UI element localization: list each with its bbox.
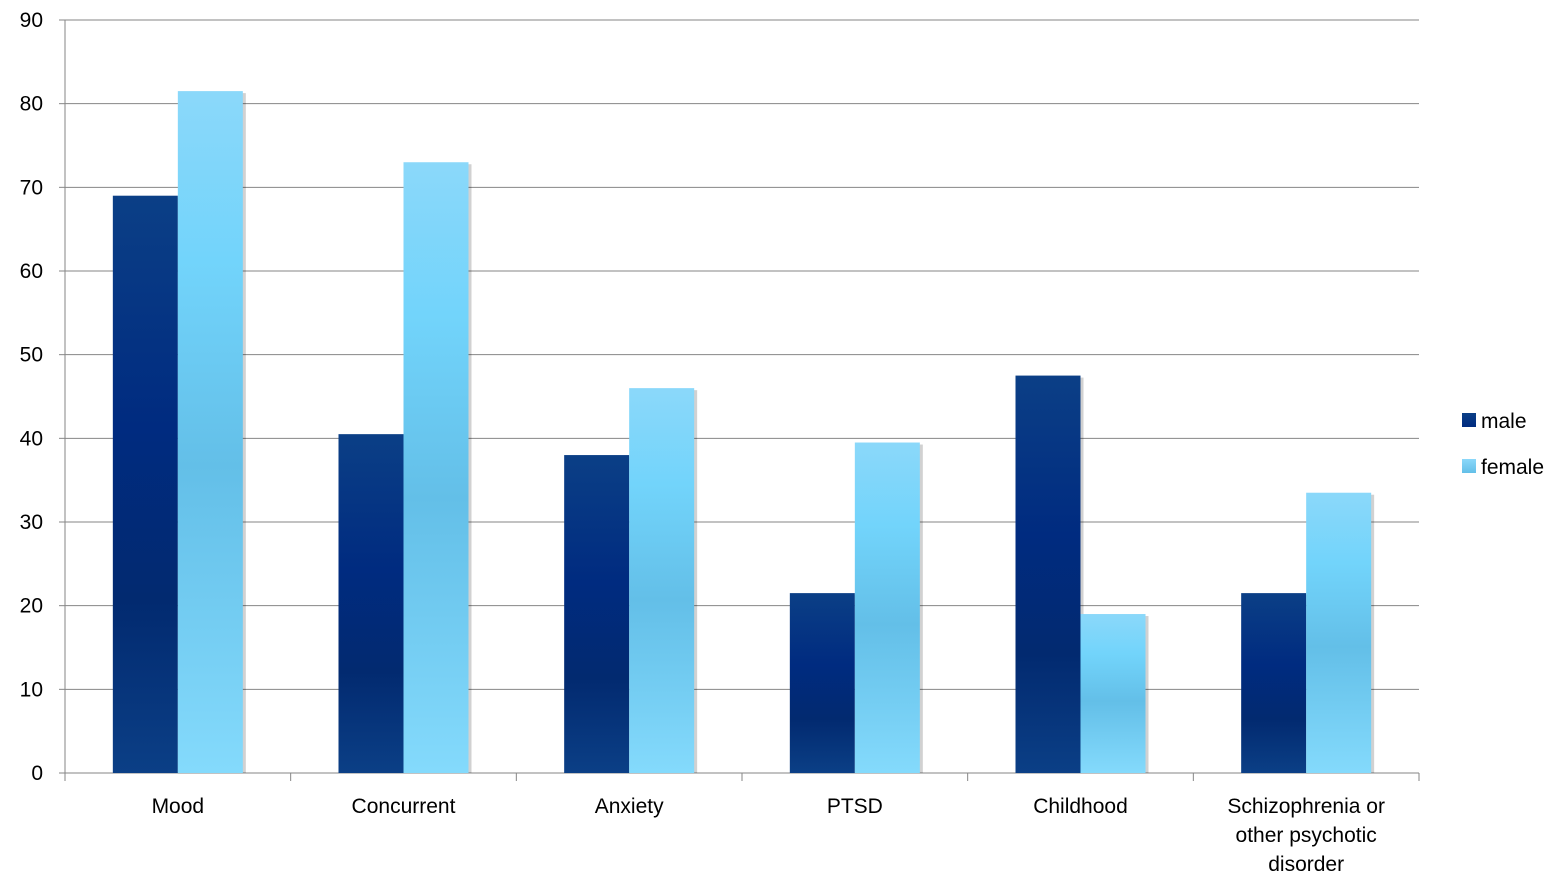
bar-female-ptsd bbox=[854, 442, 920, 773]
x-category-label: PTSD bbox=[827, 795, 883, 818]
x-category-label-line: disorder bbox=[1268, 853, 1344, 876]
y-tick-label: 20 bbox=[20, 595, 43, 618]
y-tick-label: 80 bbox=[20, 93, 43, 116]
gridlines bbox=[65, 19, 1419, 690]
bars bbox=[112, 91, 1375, 773]
bar-male-anxiety bbox=[564, 455, 630, 773]
x-category-label: Anxiety bbox=[595, 795, 664, 818]
legend-label-female: female bbox=[1481, 456, 1544, 479]
x-category-label-line: other psychotic bbox=[1236, 824, 1377, 847]
y-tick-label: 90 bbox=[20, 9, 43, 32]
bar-male-childhood bbox=[1015, 375, 1081, 773]
x-category-label-line: Mood bbox=[152, 795, 205, 818]
x-category-label-line: Schizophrenia or bbox=[1227, 795, 1385, 818]
y-tick-label: 40 bbox=[20, 427, 43, 450]
y-tick-labels: 0 10 20 30 40 50 60 70 80 90 bbox=[20, 9, 43, 785]
axes bbox=[59, 19, 1420, 781]
y-tick-label: 10 bbox=[20, 678, 43, 701]
bar-male-ptsd bbox=[789, 593, 855, 773]
legend-swatch-female bbox=[1462, 459, 1476, 473]
x-category-label-line: Childhood bbox=[1033, 795, 1128, 818]
bar-male-schizophrenia-or-other-psychotic-disorder bbox=[1241, 593, 1307, 773]
legend-label-male: male bbox=[1481, 410, 1527, 433]
bar-female-mood bbox=[177, 91, 243, 773]
bar-male-mood bbox=[112, 195, 178, 773]
bar-male-concurrent bbox=[338, 434, 404, 773]
bar-female-concurrent bbox=[403, 162, 469, 773]
x-category-label: Schizophrenia or other psychotic disorder bbox=[1227, 795, 1385, 876]
y-tick-label: 60 bbox=[20, 260, 43, 283]
x-category-label-line: PTSD bbox=[827, 795, 883, 818]
x-category-label: Concurrent bbox=[352, 795, 456, 818]
legend: male female bbox=[1462, 410, 1544, 479]
legend-swatch-male bbox=[1462, 413, 1476, 427]
y-tick-label: 0 bbox=[31, 762, 43, 785]
x-category-label: Childhood bbox=[1033, 795, 1128, 818]
x-category-label-line: Anxiety bbox=[595, 795, 664, 818]
y-tick-label: 70 bbox=[20, 176, 43, 199]
bar-female-anxiety bbox=[629, 388, 695, 773]
y-tick-label: 30 bbox=[20, 511, 43, 534]
x-category-label: Mood bbox=[152, 795, 205, 818]
bar-female-childhood bbox=[1080, 614, 1146, 773]
y-tick-label: 50 bbox=[20, 344, 43, 367]
x-category-labels: Mood Concurrent Anxiety PTSD Childhood Schizo… bbox=[152, 795, 1385, 876]
bar-female-schizophrenia-or-other-psychotic-disorder bbox=[1306, 492, 1372, 773]
x-category-label-line: Concurrent bbox=[352, 795, 456, 818]
